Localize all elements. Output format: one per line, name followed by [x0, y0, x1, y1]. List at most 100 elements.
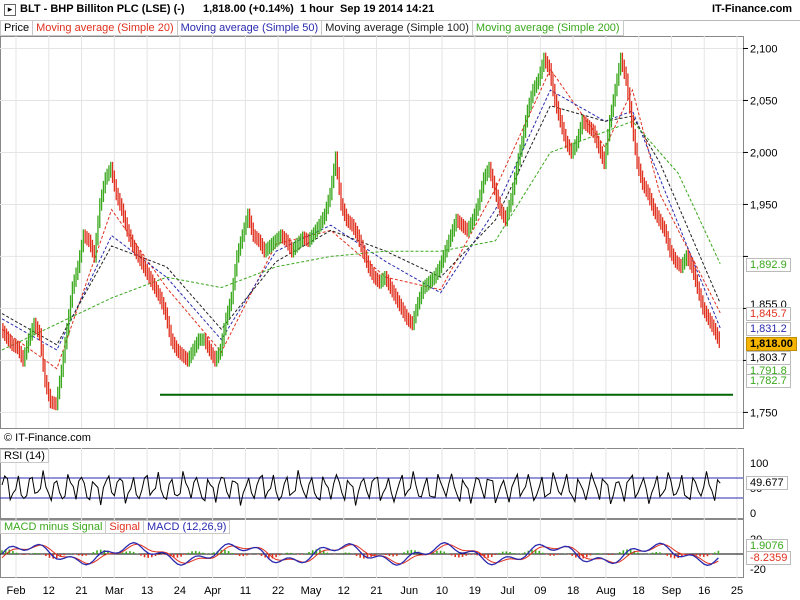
x-tick-label: 12 — [338, 585, 350, 597]
macd-diff-label[interactable]: MACD minus Signal — [0, 520, 107, 534]
macd-hist-bar — [461, 554, 464, 557]
macd-label[interactable]: MACD (12,26,9) — [144, 520, 231, 534]
time-period[interactable]: 1 hour — [300, 3, 334, 15]
copyright: © IT-Finance.com — [4, 432, 91, 444]
macd-hist-bar — [480, 554, 482, 557]
macd-hist-bar — [158, 554, 160, 555]
x-tick-label: 12 — [43, 585, 55, 597]
x-tick-label: 16 — [698, 585, 710, 597]
macd-hist-bar — [410, 549, 413, 554]
macd-hist-bar — [395, 554, 398, 556]
macd-hist-bar — [512, 553, 515, 554]
macd-hist-bar — [626, 549, 628, 554]
x-tick-label: 09 — [534, 585, 546, 597]
macd-hist-bar — [220, 549, 223, 554]
macd-hist-bar — [172, 554, 175, 558]
macd-hist-bar — [472, 554, 475, 555]
macd-hist-bar — [589, 554, 592, 556]
macd-hist-bar — [333, 554, 336, 555]
macd-hist-bar — [406, 550, 409, 554]
macd-hist-bar — [176, 554, 179, 558]
macd-hist-bar — [34, 552, 36, 554]
macd-hist-bar — [319, 549, 321, 554]
macd-hist-bar — [545, 554, 548, 555]
macd-hist-bar — [370, 554, 372, 557]
macd-hist-bar — [341, 553, 343, 554]
collapse-icon[interactable]: ▸ — [4, 4, 16, 16]
macd-hist-bar — [666, 554, 669, 556]
x-tick-label: 18 — [633, 585, 645, 597]
macd-hist-bar — [388, 554, 391, 556]
macd-hist-bar — [681, 554, 683, 557]
legend-sma50[interactable]: Moving average (Simple 50) — [177, 20, 323, 36]
macd-hist-bar — [26, 554, 29, 555]
macd-hist-bar — [235, 554, 237, 555]
tag-sma20: 1,845.7 — [746, 307, 791, 321]
macd-hist-bar — [300, 554, 303, 555]
macd-hist-bar — [48, 554, 51, 558]
macd-hist-bar — [509, 552, 511, 554]
rsi-tick-label: 100 — [750, 458, 768, 470]
macd-hist-bar — [702, 554, 705, 557]
macd-hist-bar — [476, 554, 478, 556]
macd-hist-bar — [520, 553, 522, 554]
y-tick-label: 1,750 — [750, 407, 778, 419]
macd-hist-bar — [527, 550, 530, 554]
legend-sma200[interactable]: Moving average (Simple 200) — [472, 20, 624, 36]
chart-header: ▸ BLT - BHP Billiton PLC (LSE) (-) 1,818… — [0, 0, 800, 21]
macd-hist-bar — [187, 552, 190, 554]
rsi-panel-frame — [0, 448, 744, 519]
macd-hist-bar — [59, 554, 62, 557]
macd-hist-bar — [227, 550, 230, 554]
macd-hist-bar — [286, 552, 288, 554]
legend-sma100[interactable]: Moving average (Simple 100) — [322, 20, 473, 36]
macd-hist-bar — [428, 553, 431, 554]
macd-hist-bar — [103, 550, 106, 554]
rsi-label[interactable]: RSI (14) — [0, 449, 49, 463]
macd-signal-line — [1, 543, 719, 565]
macd-hist-bar — [684, 554, 687, 556]
macd-hist-bar — [582, 554, 584, 559]
macd-hist-bar — [15, 552, 18, 554]
macd-hist-bar — [275, 554, 277, 558]
legend-price[interactable]: Price — [0, 20, 34, 36]
macd-hist-bar — [363, 554, 365, 559]
macd-hist-bar — [414, 550, 416, 554]
macd-hist-bar — [355, 554, 358, 556]
macd-hist-bar — [4, 549, 7, 554]
macd-hist-bar — [713, 552, 716, 554]
rsi-value-tag: 49.677 — [746, 476, 788, 490]
last-update: Sep 19 2014 14:21 — [340, 3, 435, 15]
macd-hist-bar — [436, 551, 438, 554]
macd-hist-bar — [556, 554, 559, 555]
macd-hist-bar — [494, 554, 497, 556]
macd-hist-bar — [268, 554, 270, 559]
legend-sma20[interactable]: Moving average (Simple 20) — [33, 20, 178, 36]
macd-hist-bar — [677, 554, 679, 559]
macd-hist-bar — [8, 549, 11, 554]
macd-hist-bar — [392, 554, 394, 557]
site-name: IT-Finance.com — [712, 3, 793, 15]
macd-hist-bar — [553, 554, 555, 556]
x-tick-label: 10 — [436, 585, 448, 597]
macd-hist-bar — [447, 553, 449, 554]
macd-hist-bar — [271, 554, 274, 559]
macd-signal-label[interactable]: Signal — [106, 520, 144, 534]
macd-hist-bar — [673, 554, 676, 559]
macd-hist-bar — [96, 550, 98, 554]
macd-hist-bar — [374, 554, 376, 556]
macd-hist-bar — [125, 551, 128, 554]
macd-hist-bar — [289, 552, 292, 554]
macd-hist-bar — [403, 552, 405, 554]
macd-hist-bar — [77, 554, 80, 556]
macd-hist-bar — [501, 551, 504, 554]
macd-hist-bar — [695, 554, 698, 556]
macd-hist-bar — [37, 553, 40, 554]
instrument-title: BLT - BHP Billiton PLC (LSE) (-) — [20, 3, 185, 15]
macd-hist-bar — [622, 550, 625, 554]
macd-hist-bar — [450, 554, 453, 556]
x-tick-label: Sep — [662, 585, 682, 597]
macd-legend: MACD minus Signal Signal MACD (12,26,9) — [0, 520, 231, 534]
macd-hist-bar — [633, 550, 636, 554]
